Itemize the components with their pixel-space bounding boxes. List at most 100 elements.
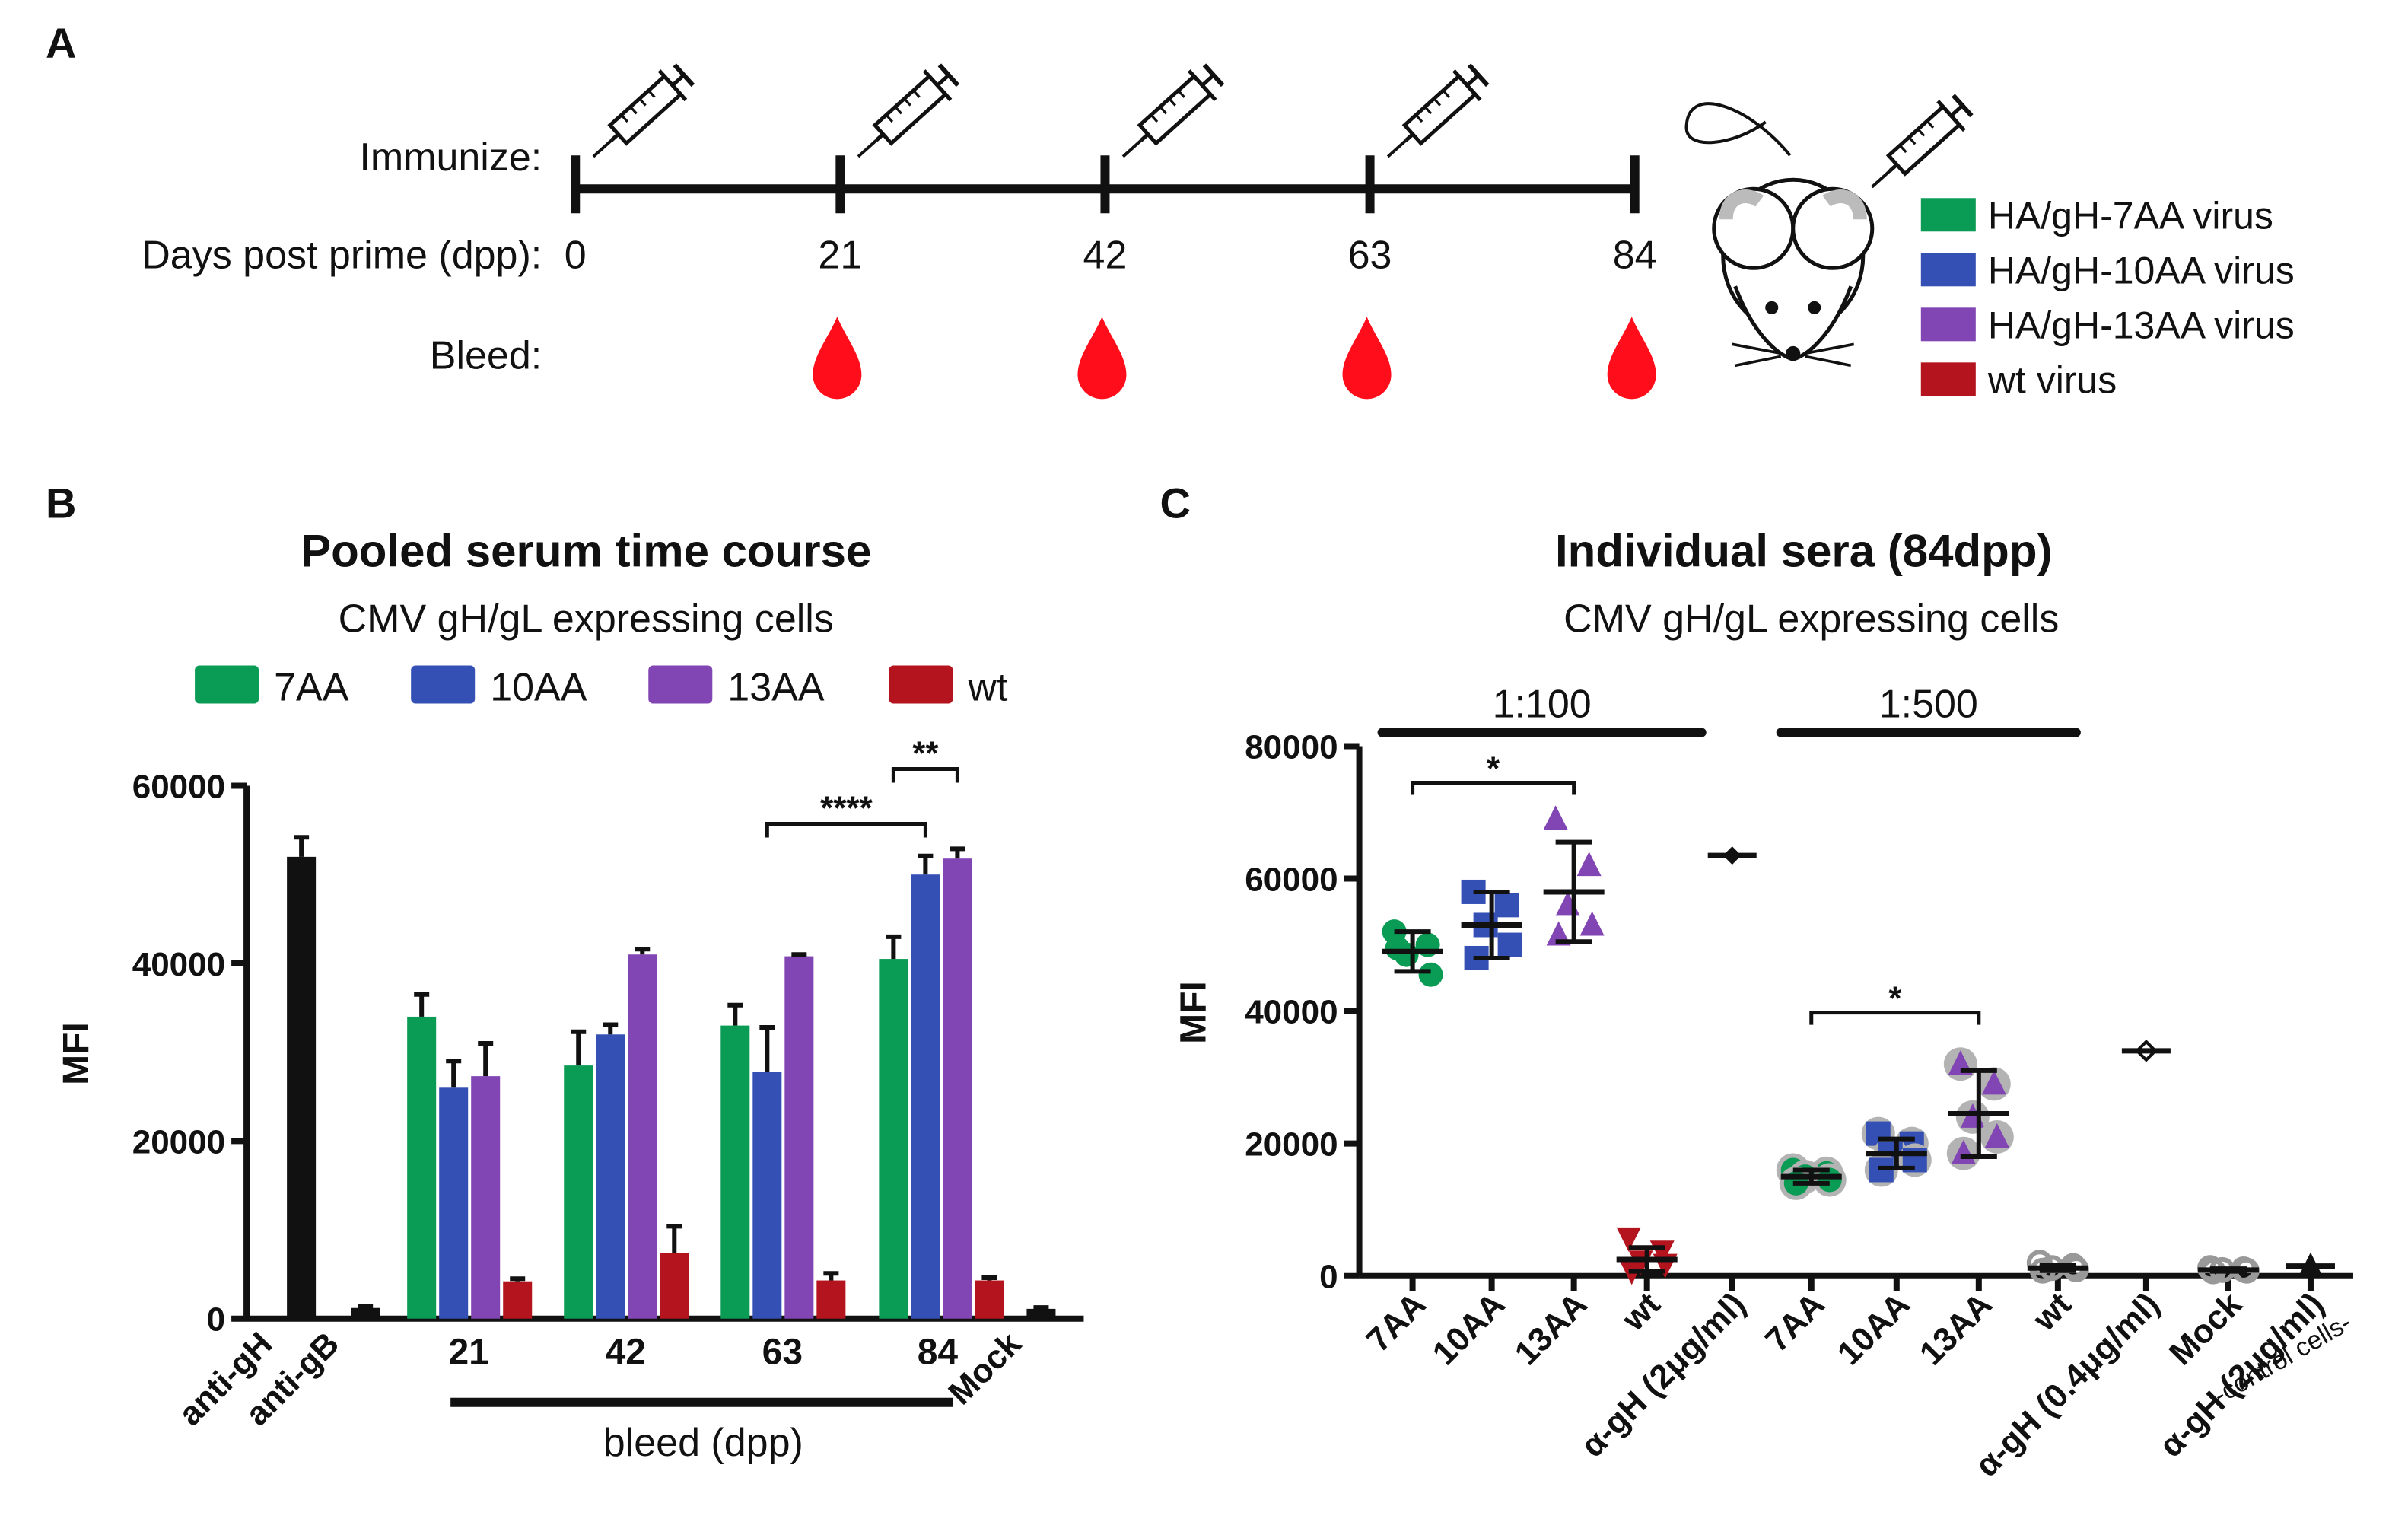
bar-13AA (943, 858, 972, 1319)
chart-b-y-tick-label: 60000 (132, 769, 225, 806)
chart-b-y-tick-label: 0 (207, 1301, 225, 1339)
timeline-ticks (571, 155, 1640, 214)
significance-label: * (1888, 980, 1902, 1017)
bar-wt (816, 1280, 846, 1319)
chart-b-ylabel: MFI (56, 1022, 97, 1085)
data-point (1497, 932, 1522, 957)
chart-c-y-tick-label: 40000 (1245, 994, 1338, 1031)
chart-c-y-tick-label: 60000 (1245, 861, 1338, 899)
chart-b-title: Pooled serum time course (301, 525, 871, 576)
chart-b-x-tick-label: 84 (918, 1333, 959, 1373)
bleed-markers (813, 317, 1656, 400)
syringe-glyph (580, 60, 697, 171)
chart-c-ylabel: MFI (1174, 981, 1214, 1044)
syringe-icon (1375, 60, 1492, 171)
bar-control (1026, 1308, 1056, 1319)
dilution-label: 1:100 (1493, 682, 1592, 726)
bar-7AA (879, 959, 908, 1319)
significance-bracket (765, 822, 927, 838)
chart-b-x-tick-label: 63 (762, 1333, 803, 1373)
syringe-icon (845, 60, 962, 171)
bar-10AA (596, 1034, 625, 1319)
legend-label: wt (967, 665, 1008, 709)
timeline-day-label: 0 (565, 233, 587, 277)
syringe-icon (1110, 60, 1227, 171)
legend-label: HA/gH-10AA virus (1988, 249, 2295, 291)
data-point (1981, 1070, 2006, 1095)
bar-control (351, 1307, 380, 1319)
bar-7AA (564, 1065, 593, 1319)
chart-c-x-tick-label: wt (2025, 1285, 2079, 1339)
chart-b-y-tick-label: 20000 (132, 1123, 225, 1161)
data-point (1494, 893, 1519, 918)
significance-label: ** (912, 734, 939, 772)
immunize-label: Immunize: (359, 135, 542, 180)
data-point (1817, 1167, 1842, 1193)
data-point (1984, 1122, 2009, 1148)
legend-label: 10AA (490, 665, 587, 709)
chart-c-x-tick-label: 7AA (1758, 1285, 1832, 1359)
mouse-icon (1684, 102, 1875, 368)
bar-10AA (911, 874, 940, 1319)
significance-bracket (891, 766, 959, 783)
data-point (1385, 935, 1410, 960)
legend-swatch (889, 665, 953, 704)
chart-c-subtitle: CMV gH/gL expressing cells (1563, 597, 2059, 641)
bar-13AA (471, 1076, 501, 1319)
dilution-label: 1:500 (1879, 682, 1978, 726)
legend-label: HA/gH-7AA virus (1988, 194, 2273, 237)
timeline-day-label: 84 (1613, 233, 1657, 277)
chart-c-x-tick-label: 13AA (1913, 1285, 1999, 1372)
significance-label: * (1487, 750, 1500, 788)
chart-b-x-tick-label: 42 (606, 1333, 646, 1373)
legend-label: 13AA (727, 665, 825, 709)
data-point (1555, 891, 1580, 916)
timeline-day-label: 21 (818, 233, 862, 277)
chart-b-y-tick-label: 40000 (132, 946, 225, 983)
syringe-icon (1859, 91, 1976, 202)
data-point (1616, 1227, 1641, 1252)
bar-7AA (407, 1016, 437, 1319)
data-point (1576, 852, 1602, 877)
bar-control (287, 856, 317, 1319)
significance-label: **** (820, 790, 873, 827)
bar-10AA (752, 1072, 782, 1319)
syringe-glyph (1375, 60, 1492, 171)
bar-13AA (628, 954, 657, 1319)
blood-drop-icon (1077, 317, 1127, 400)
chart-b-xlabel: bleed (dpp) (603, 1421, 803, 1465)
timeline-day-label: 63 (1348, 233, 1392, 277)
legend-label: HA/gH-13AA virus (1988, 304, 2295, 346)
chart-c-title: Individual sera (84dpp) (1555, 525, 2052, 576)
chart-c-y-tick-label: 80000 (1245, 728, 1338, 766)
chart-c-x-tick-label: 7AA (1360, 1285, 1433, 1359)
legend-swatch (1920, 253, 1976, 287)
legend-label: 7AA (274, 665, 349, 709)
legend-swatch (1920, 307, 1976, 342)
immunization-markers (580, 60, 1491, 171)
data-point (1543, 805, 1568, 830)
legend-swatch (1920, 362, 1976, 396)
significance-bracket (1809, 1011, 1981, 1025)
syringe-icon (580, 60, 697, 171)
panel-a: A Immunize: Days post prime (dpp): Bleed… (46, 19, 2295, 401)
panel-a-legend: HA/gH-7AA virus HA/gH-10AA virus HA/gH-13A… (1920, 194, 2295, 401)
panel-c: C Individual sera (84dpp) CMV gH/gL expr… (1159, 479, 2356, 1484)
significance-bracket (1411, 781, 1576, 795)
bar-7AA (720, 1025, 750, 1319)
bar-10AA (439, 1087, 469, 1319)
bar-wt (975, 1280, 1004, 1319)
panel-a-letter: A (46, 19, 76, 67)
bar-wt (660, 1253, 689, 1319)
chart-c-x-tick-label: 10AA (1831, 1285, 1917, 1372)
panel-c-letter: C (1159, 479, 1190, 527)
timeline-day-labels: 0 21 42 63 84 (565, 233, 1657, 277)
bleed-label: Bleed: (430, 333, 542, 377)
blood-drop-icon (813, 317, 862, 400)
legend-label: wt virus (1987, 358, 2117, 401)
chart-c-y-tick-label: 0 (1319, 1259, 1338, 1296)
legend-swatch (1920, 198, 1976, 232)
